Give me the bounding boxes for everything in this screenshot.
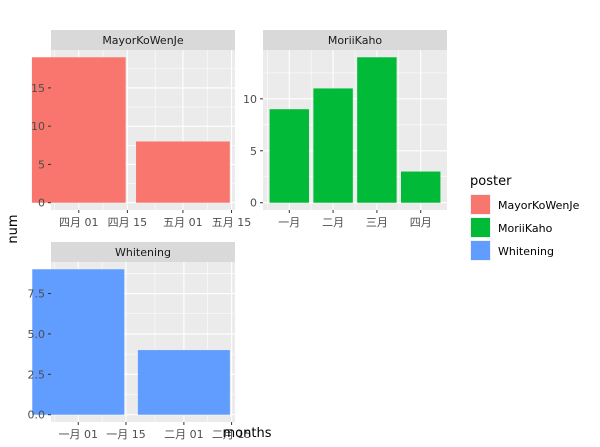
legend-swatch — [471, 241, 490, 260]
panel-strip — [51, 242, 235, 262]
legend: poster MayorKoWenJe MoriiKaho Whitening — [470, 174, 580, 261]
y-tick-label: 7.5 — [28, 288, 46, 301]
x-tick-label: 一月 15 — [106, 428, 146, 441]
y-tick-label: 10 — [243, 93, 257, 106]
legend-item: MoriiKaho — [470, 217, 553, 238]
bar — [137, 350, 230, 415]
x-tick-label: 四月 01 — [59, 216, 99, 229]
panel-mayor: MayorKoWenJe 0 5 10 15 四月 01 四月 15 五月 01 五月 15 — [31, 30, 251, 229]
x-tick-label: 五月 15 — [212, 216, 252, 229]
y-tick-label: 2.5 — [28, 368, 46, 381]
bar — [31, 57, 126, 203]
panel-title: Whitening — [115, 246, 171, 259]
panel-whitening: Whitening 0.0 2.5 5.0 7.5 一月 01 一月 15 二月 01 二月 1… — [28, 242, 252, 441]
x-tick-label: 二月 15 — [212, 428, 252, 441]
y-tick-label: 0.0 — [28, 409, 46, 422]
x-tick-label: 二月 — [322, 216, 344, 229]
y-tick-label: 15 — [31, 82, 45, 95]
panel-title: MayorKoWenJe — [102, 34, 184, 47]
bar — [401, 171, 441, 203]
legend-label: MoriiKaho — [498, 222, 553, 235]
y-tick-label: 5 — [38, 158, 45, 171]
x-tick-label: 二月 01 — [164, 428, 204, 441]
x-tick-label: 五月 01 — [163, 216, 203, 229]
x-tick-label: 一月 01 — [59, 428, 99, 441]
x-tick-label: 一月 — [278, 216, 300, 229]
legend-swatch — [471, 195, 490, 214]
bar — [136, 141, 230, 203]
x-tick-label: 四月 15 — [108, 216, 148, 229]
legend-swatch — [471, 218, 490, 237]
x-tick-label: 四月 — [410, 216, 432, 229]
x-tick-label: 三月 — [366, 216, 388, 229]
x-axis-title: months — [223, 426, 272, 441]
y-tick-label: 0 — [250, 197, 257, 210]
legend-label: Whitening — [498, 245, 554, 258]
y-tick-label: 5 — [250, 145, 257, 158]
legend-label: MayorKoWenJe — [498, 199, 580, 212]
legend-items: MayorKoWenJe MoriiKaho Whitening — [470, 194, 580, 261]
y-tick-label: 10 — [31, 120, 45, 133]
bar — [357, 57, 397, 203]
panel-morii: MoriiKaho 0 5 10 一月 二月 三月 四月 — [243, 30, 447, 229]
legend-item: MayorKoWenJe — [470, 194, 580, 215]
y-tick-label: 5.0 — [28, 328, 46, 341]
bar — [269, 109, 309, 203]
y-tick-label: 0 — [38, 197, 45, 210]
bar — [313, 88, 353, 203]
panel-title: MoriiKaho — [328, 34, 383, 47]
panel-strip — [263, 30, 447, 50]
legend-title: poster — [470, 174, 512, 189]
bar — [32, 269, 125, 415]
legend-item: Whitening — [470, 240, 554, 261]
y-axis-title: num — [6, 214, 21, 243]
panel-strip — [51, 30, 235, 50]
